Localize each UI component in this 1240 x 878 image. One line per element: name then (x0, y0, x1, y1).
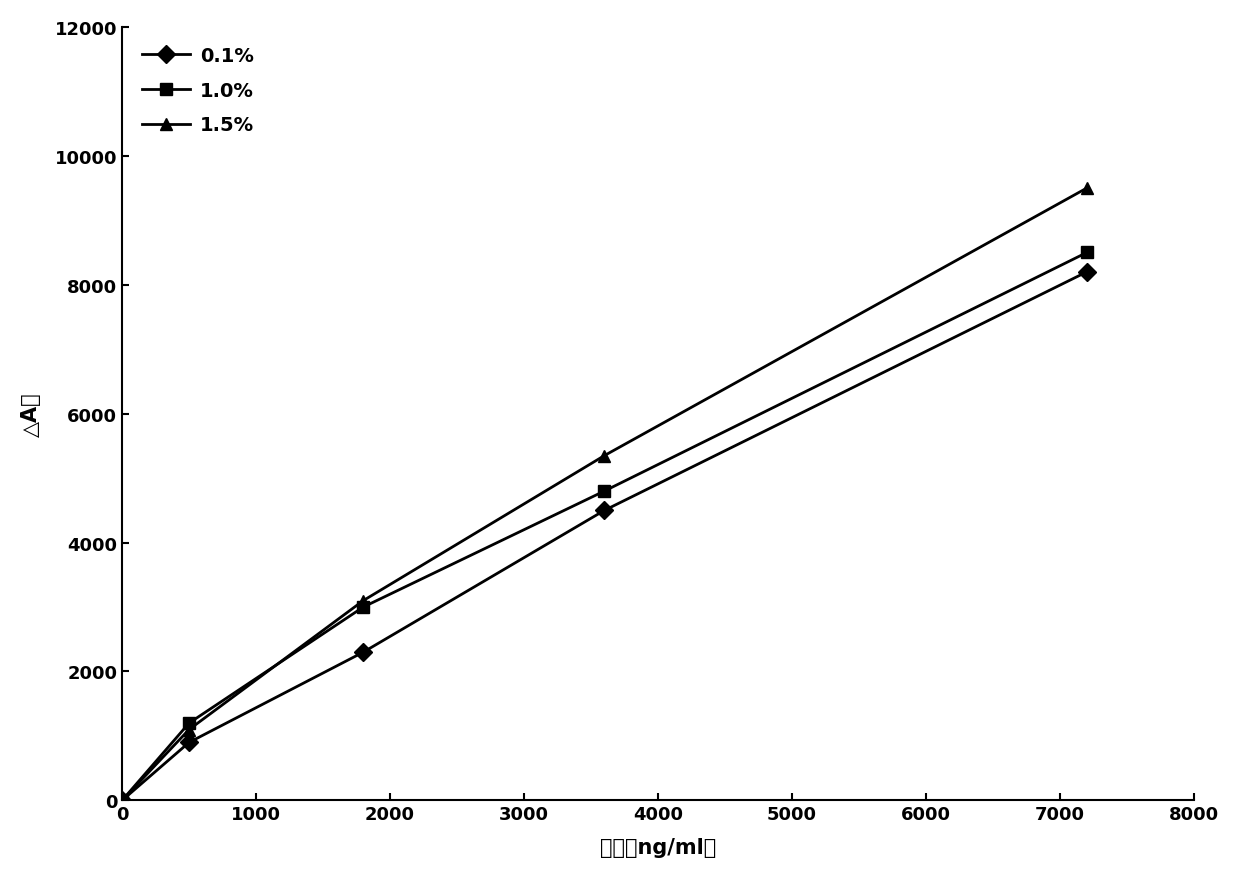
0.1% (181, 738, 196, 748)
1.5% (114, 795, 129, 806)
1.5% (181, 724, 196, 735)
0.1% (1080, 267, 1095, 277)
Line: 0.1%: 0.1% (115, 266, 1094, 807)
1.0% (114, 795, 129, 806)
1.0% (596, 486, 611, 497)
1.0% (356, 602, 371, 613)
X-axis label: 浓度（ng/ml）: 浓度（ng/ml） (600, 838, 717, 857)
0.1% (356, 647, 371, 658)
1.0% (1080, 248, 1095, 258)
1.5% (356, 595, 371, 606)
Line: 1.5%: 1.5% (115, 183, 1094, 807)
0.1% (114, 795, 129, 806)
Y-axis label: △A值: △A值 (21, 392, 41, 436)
Line: 1.0%: 1.0% (115, 247, 1094, 807)
0.1% (596, 506, 611, 516)
Legend: 0.1%, 1.0%, 1.5%: 0.1%, 1.0%, 1.5% (131, 38, 264, 145)
1.5% (1080, 184, 1095, 194)
1.5% (596, 450, 611, 461)
1.0% (181, 718, 196, 729)
